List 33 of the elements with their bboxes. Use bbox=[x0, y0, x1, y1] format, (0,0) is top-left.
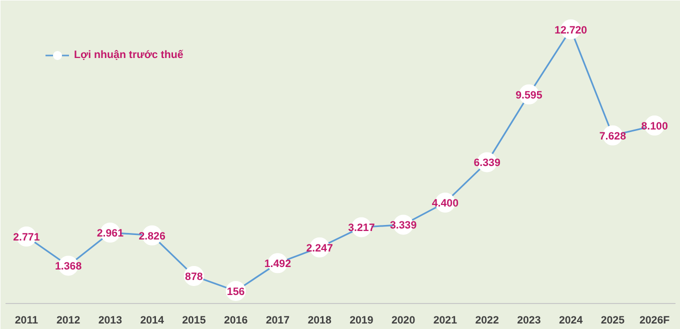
data-label: 8.100 bbox=[641, 120, 668, 133]
data-label: 2.247 bbox=[306, 242, 333, 254]
data-label: 2.771 bbox=[13, 232, 40, 244]
x-tick-label: 2011 bbox=[14, 314, 38, 326]
data-label: 2.961 bbox=[96, 228, 124, 240]
legend-label: Lợi nhuận trước thuế bbox=[74, 49, 184, 61]
x-tick-label: 2012 bbox=[56, 314, 80, 326]
x-tick-label: 2019 bbox=[350, 314, 374, 326]
x-tick-label: 2024 bbox=[558, 314, 583, 326]
data-label: 156 bbox=[226, 286, 245, 298]
x-tick-label: 2016 bbox=[224, 314, 248, 326]
x-tick-label: 2015 bbox=[182, 314, 206, 326]
x-tick-label: 2026F bbox=[639, 314, 670, 326]
x-tick-label: 2025 bbox=[600, 314, 625, 326]
x-tick-label: 2014 bbox=[140, 314, 164, 326]
data-label: 12.720 bbox=[554, 24, 588, 36]
x-tick-label: 2013 bbox=[98, 314, 122, 326]
x-tick-label: 2017 bbox=[266, 314, 290, 326]
x-tick-label: 2020 bbox=[391, 314, 416, 326]
data-label: 4.400 bbox=[432, 198, 459, 210]
data-label: 3.339 bbox=[390, 220, 417, 232]
data-label: 3.217 bbox=[348, 222, 375, 234]
data-label: 878 bbox=[185, 270, 203, 283]
x-tick-label: 2021 bbox=[433, 314, 458, 326]
data-label: 2.826 bbox=[138, 230, 166, 242]
data-label: 7.628 bbox=[599, 130, 626, 142]
data-label: 1.492 bbox=[264, 258, 292, 270]
data-label: 1.368 bbox=[54, 260, 82, 273]
data-label: 6.339 bbox=[474, 157, 500, 170]
x-tick-label: 2023 bbox=[517, 314, 541, 326]
data-label: 9.595 bbox=[516, 89, 542, 102]
x-tick-label: 2022 bbox=[475, 314, 499, 326]
x-tick-label: 2018 bbox=[308, 314, 332, 326]
